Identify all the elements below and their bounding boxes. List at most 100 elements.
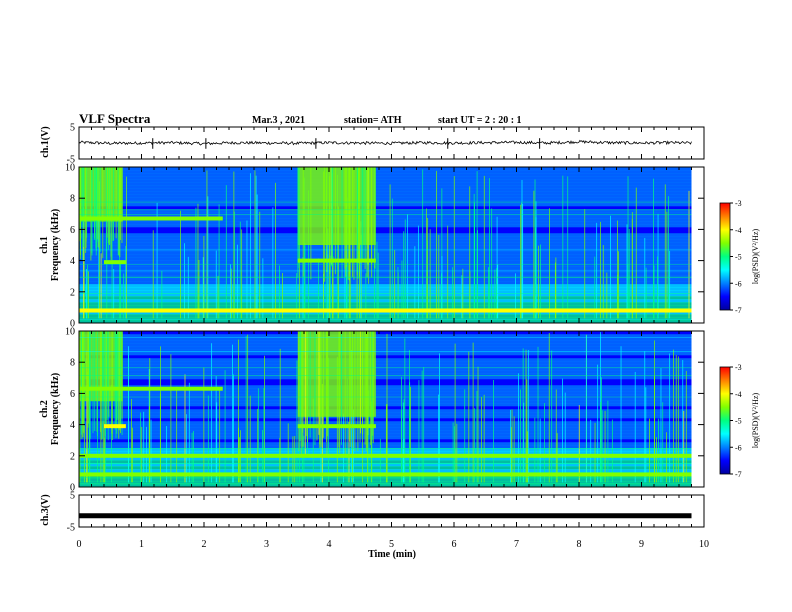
ch1-spec-band bbox=[79, 203, 692, 207]
ch2-spec-band bbox=[79, 445, 692, 449]
ch2-spec-band bbox=[79, 421, 692, 425]
time-tick-5: 5 bbox=[389, 539, 394, 550]
ch1-spec-burst bbox=[297, 167, 376, 245]
ch2-spec-band bbox=[79, 376, 692, 380]
ch1-spec-band bbox=[79, 284, 692, 288]
time-tick-9: 9 bbox=[639, 539, 644, 550]
ch1-spec-band bbox=[79, 182, 692, 186]
ch1-spec-band bbox=[79, 176, 692, 180]
ch2-colorbar: -3 -4 -5 -6 -7 log(PSD)(V²/Hz) bbox=[719, 363, 760, 479]
ch2-spec-band bbox=[79, 424, 692, 428]
time-tick-7: 7 bbox=[514, 539, 519, 550]
ch2-colorbar-gradient bbox=[719, 366, 731, 475]
ch1-spec-band bbox=[79, 227, 692, 231]
ch1-channel-label: ch.1 bbox=[39, 236, 50, 254]
ch2-spec-band bbox=[79, 409, 692, 413]
ch3-waveform-panel: 5 -5 bbox=[67, 491, 705, 534]
ch2-spec-band bbox=[79, 361, 692, 365]
ch1-colorbar-tick-1: -4 bbox=[735, 226, 742, 235]
ch2-spec-band bbox=[79, 433, 692, 437]
ch1-spec-band bbox=[79, 275, 692, 279]
time-tick-2: 2 bbox=[202, 539, 207, 550]
ch1-spec-ytick-5: 10 bbox=[65, 163, 75, 174]
ch2-spec-band bbox=[79, 331, 692, 335]
ch2-colorbar-tick-1: -4 bbox=[735, 390, 742, 399]
ch1-waveform-trace bbox=[78, 139, 692, 146]
ch1-wave-ytick-0: 5 bbox=[70, 123, 75, 134]
ch2-spec-band bbox=[79, 478, 692, 482]
ch2-spec-band bbox=[79, 436, 692, 440]
ch2-spec-ytick-2: 4 bbox=[70, 420, 75, 431]
ch1-spec-band bbox=[79, 233, 692, 237]
ch1-spec-band bbox=[79, 230, 692, 234]
ch1-spec-band bbox=[79, 242, 692, 246]
ch2-spec-band bbox=[79, 334, 692, 338]
ch1-colorbar-tick-0: -3 bbox=[735, 199, 742, 208]
ch2-spec-band bbox=[79, 337, 692, 341]
ch1-colorbar-tick-2: -5 bbox=[735, 253, 742, 262]
time-axis-label: Time (min) bbox=[368, 549, 416, 560]
ch1-colorbar-gradient bbox=[719, 202, 731, 311]
ch1-spec-band bbox=[79, 314, 692, 318]
ch2-colorbar-tick-2: -5 bbox=[735, 417, 742, 426]
ch1-spec-band bbox=[79, 278, 692, 282]
ch2-spec-band bbox=[79, 406, 692, 410]
ch1-colorbar-tick-4: -7 bbox=[735, 306, 742, 315]
ch2-spec-band bbox=[79, 466, 692, 470]
ch1-spec-band bbox=[79, 299, 692, 303]
ch2-spec-band bbox=[79, 343, 692, 347]
ch2-spec-tone bbox=[79, 386, 223, 391]
ch1-spec-band bbox=[79, 209, 692, 213]
ch2-spectrogram-panel: 0 2 4 6 8 10 bbox=[65, 327, 705, 494]
ch1-spec-tone bbox=[104, 260, 126, 265]
ch2-spec-band bbox=[79, 469, 692, 473]
ch1-spec-band bbox=[79, 215, 692, 219]
ch2-spec-band bbox=[79, 397, 692, 401]
ch1-spec-band bbox=[79, 197, 692, 201]
ch1-spec-band bbox=[79, 320, 692, 324]
ch1-spec-band bbox=[79, 194, 692, 198]
ch1-spec-band bbox=[79, 218, 692, 222]
ch2-spec-band bbox=[79, 385, 692, 389]
ch1-spec-band bbox=[79, 272, 692, 276]
ch1-spec-band bbox=[79, 266, 692, 270]
ch1-spec-band bbox=[79, 200, 692, 204]
ch2-spec-band bbox=[79, 481, 692, 485]
ch1-spec-tone bbox=[297, 258, 376, 263]
ch2-spec-band bbox=[79, 388, 692, 392]
ch2-spec-band bbox=[79, 484, 692, 488]
ch1-spec-band bbox=[79, 212, 692, 216]
ch1-spec-tone bbox=[79, 216, 223, 221]
ch1-frequency-axis-label: Frequency (kHz) bbox=[50, 209, 61, 281]
time-tick-6: 6 bbox=[452, 539, 457, 550]
ch1-spec-band bbox=[79, 239, 692, 243]
date-label: Mar.3 , 2021 bbox=[252, 115, 305, 126]
ch1-spec-band bbox=[79, 302, 692, 306]
ch1-voltage-axis-label: ch.1(V) bbox=[40, 126, 51, 157]
ch2-spec-band bbox=[79, 349, 692, 353]
ch2-spec-band bbox=[79, 451, 692, 455]
ch2-spec-band bbox=[79, 460, 692, 464]
ch2-spec-band bbox=[79, 382, 692, 386]
ch2-spec-band bbox=[79, 370, 692, 374]
ch2-spec-band bbox=[79, 358, 692, 362]
time-tick-10: 10 bbox=[699, 539, 709, 550]
ch1-spec-band bbox=[79, 311, 692, 315]
ch2-spec-band bbox=[79, 364, 692, 368]
ch2-spec-band bbox=[79, 394, 692, 398]
ch1-spec-band bbox=[79, 281, 692, 285]
ch2-spec-band bbox=[79, 475, 692, 479]
ch2-colorbar-tick-0: -3 bbox=[735, 363, 742, 372]
ch1-spec-band bbox=[79, 188, 692, 192]
ch2-spec-band bbox=[79, 439, 692, 443]
ch1-spec-band bbox=[79, 173, 692, 177]
ch2-spec-band bbox=[79, 352, 692, 356]
ch1-spec-band bbox=[79, 206, 692, 210]
ch1-spec-band bbox=[79, 224, 692, 228]
ch2-spec-band bbox=[79, 403, 692, 407]
ch3-wave-ytick-0: 5 bbox=[70, 491, 75, 502]
ch1-spec-band bbox=[79, 191, 692, 195]
ch1-spec-band bbox=[79, 221, 692, 225]
ch1-spec-band bbox=[79, 167, 692, 171]
ch1-colorbar-label: log(PSD)(V²/Hz) bbox=[751, 229, 760, 285]
